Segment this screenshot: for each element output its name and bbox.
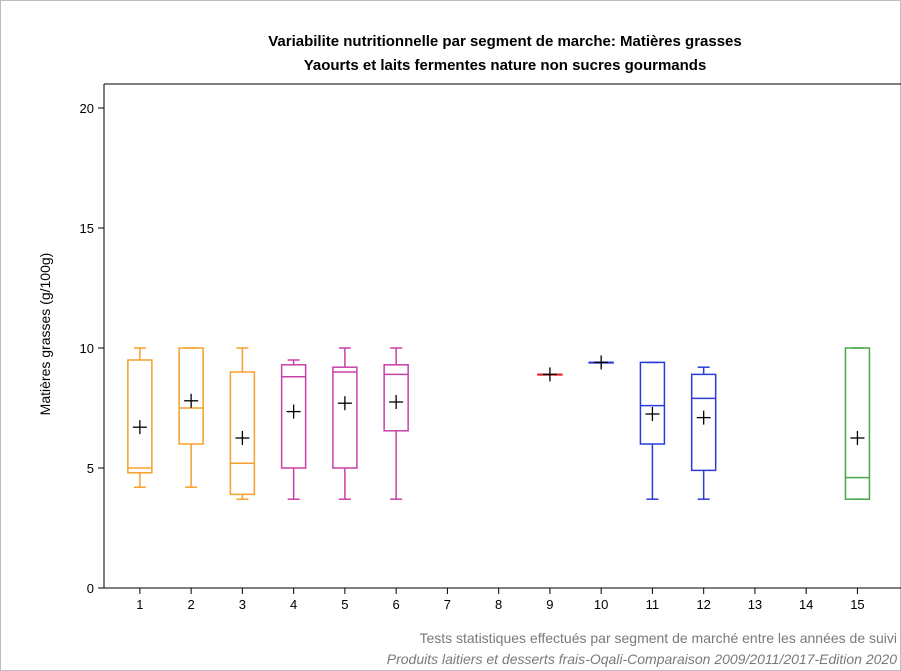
boxes-group [127,347,871,500]
x-tick-label: 8 [495,597,502,612]
box-iqr [178,347,204,445]
footnote-source: Produits laitiers et desserts frais-Oqal… [387,651,897,667]
box-iqr [690,373,717,472]
x-tick-label: 13 [748,597,762,612]
x-tick-label: 1 [136,597,143,612]
box-1 [127,347,153,488]
y-tick-label: 5 [87,461,94,476]
box-10 [588,355,614,370]
x-tick-label: 11 [646,597,660,612]
x-tick-label: 14 [799,597,813,612]
x-tick-label: 10 [594,597,608,612]
box-iqr [332,366,358,469]
x-tick-label: 12 [696,597,710,612]
box-iqr [280,364,307,469]
y-tick-label: 20 [80,101,94,116]
chart-title: Variabilite nutritionnelle par segment d… [268,33,742,50]
box-iqr [229,371,256,496]
x-tick-label: 7 [444,597,451,612]
x-tick-label: 6 [393,597,400,612]
box-4 [280,359,307,500]
box-12 [690,366,717,500]
box-3 [229,347,256,500]
box-iqr [127,359,153,474]
box-iqr [844,347,871,500]
footnote-stat-tests: Tests statistiques effectués par segment… [419,630,897,646]
x-tick-label: 4 [290,597,297,612]
box-11 [639,361,666,500]
box-15 [844,347,871,500]
box-5 [332,347,358,500]
box-iqr [639,361,666,445]
y-tick-label: 15 [80,221,94,236]
x-tick-label: 5 [341,597,348,612]
box-9 [537,367,563,382]
y-axis-label: Matières grasses (g/100g) [37,253,53,416]
x-tick-label: 9 [546,597,553,612]
box-iqr [383,364,409,432]
chart-subtitle: Yaourts et laits fermentes nature non su… [304,57,707,74]
x-tick-label: 2 [188,597,195,612]
x-tick-label: 3 [239,597,246,612]
y-tick-label: 10 [80,341,94,356]
y-tick-label: 0 [87,581,94,596]
box-6 [383,347,409,500]
x-tick-label: 15 [850,597,864,612]
box-2 [178,347,204,488]
